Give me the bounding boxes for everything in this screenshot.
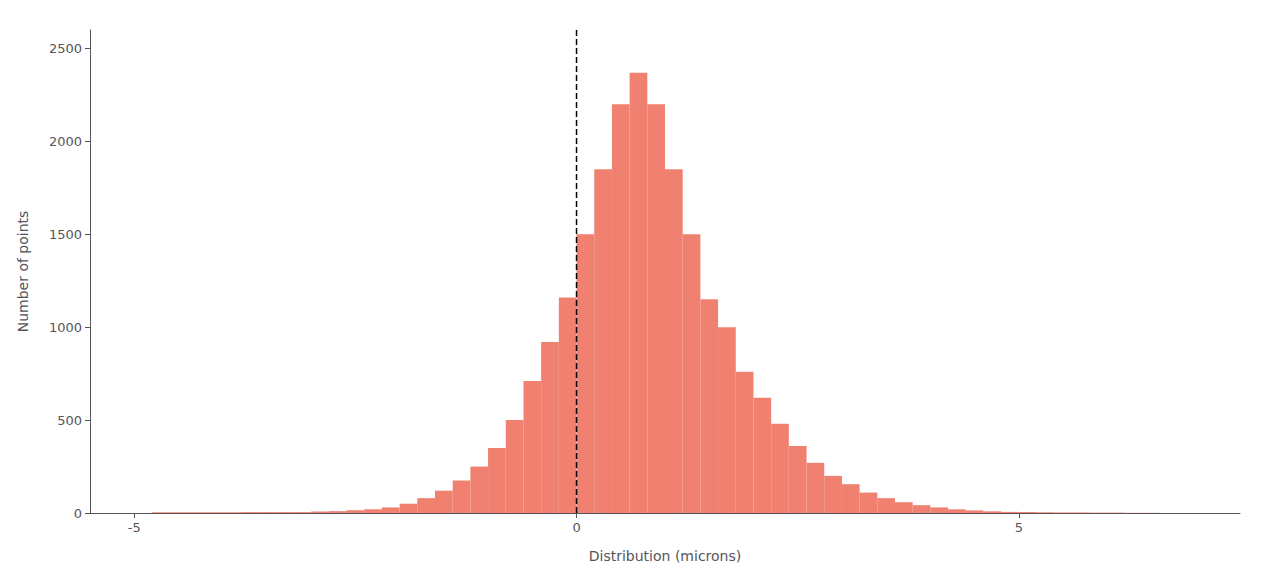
svg-text:Distribution (microns): Distribution (microns) (589, 548, 741, 564)
svg-text:0: 0 (572, 520, 580, 535)
svg-text:0: 0 (74, 506, 82, 521)
svg-text:1000: 1000 (49, 320, 82, 335)
svg-text:1500: 1500 (49, 227, 82, 242)
svg-text:5: 5 (1015, 520, 1023, 535)
svg-text:500: 500 (57, 413, 82, 428)
svg-text:2000: 2000 (49, 134, 82, 149)
svg-text:2500: 2500 (49, 41, 82, 56)
svg-text:Number of points: Number of points (15, 211, 31, 333)
svg-text:-5: -5 (128, 520, 141, 535)
